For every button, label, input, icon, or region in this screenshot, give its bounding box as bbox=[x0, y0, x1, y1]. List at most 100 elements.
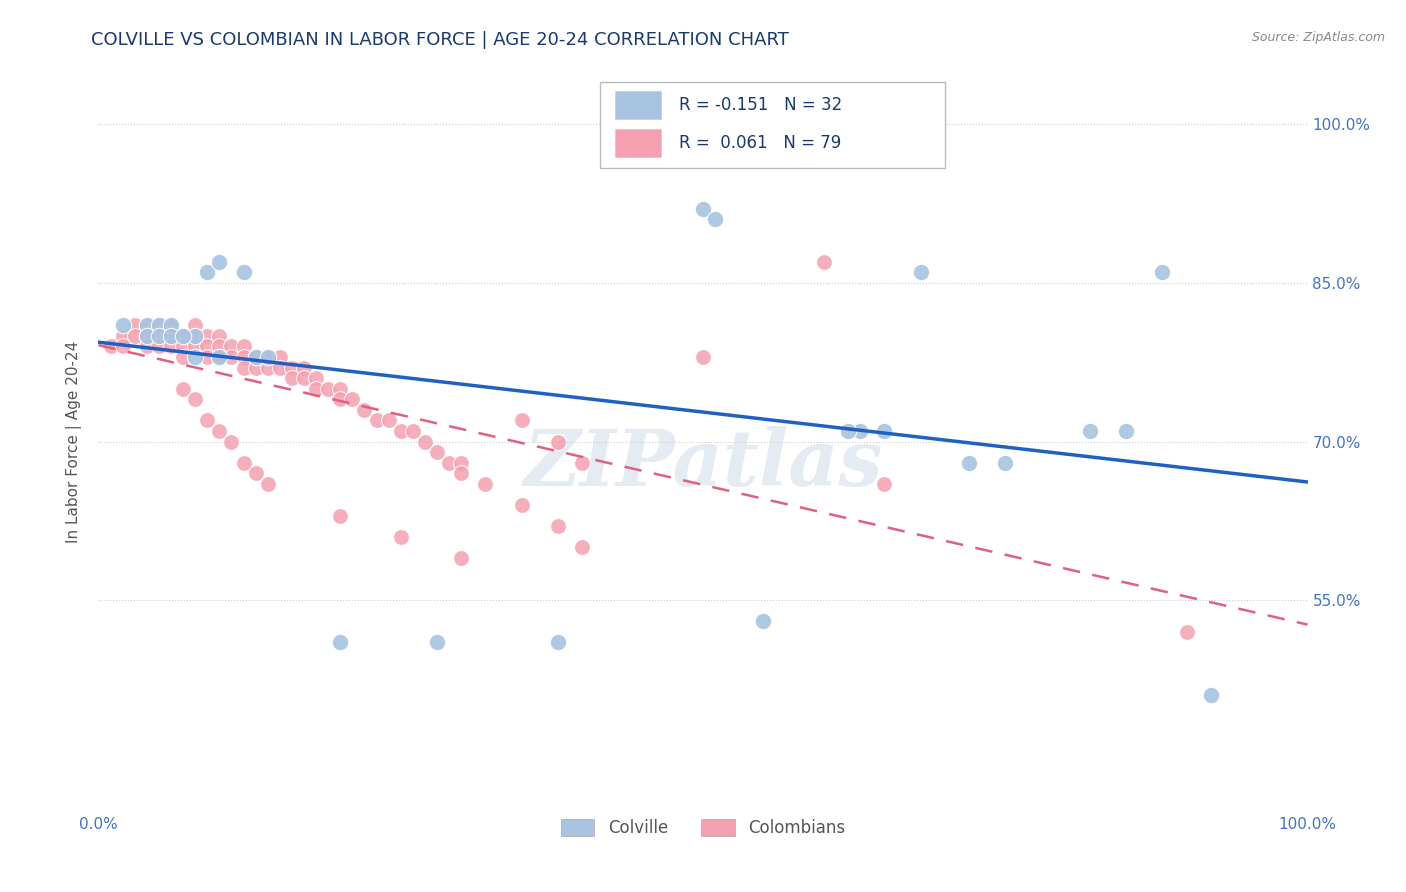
Point bbox=[208, 339, 231, 353]
Point bbox=[837, 424, 859, 438]
Point bbox=[281, 360, 304, 375]
Point bbox=[873, 424, 896, 438]
Point bbox=[256, 350, 278, 364]
Point bbox=[232, 360, 254, 375]
Point bbox=[269, 350, 291, 364]
Point bbox=[692, 202, 714, 216]
Point bbox=[208, 328, 231, 343]
Point bbox=[256, 360, 278, 375]
Point bbox=[245, 360, 267, 375]
Text: R = -0.151   N = 32: R = -0.151 N = 32 bbox=[679, 95, 842, 113]
Point bbox=[148, 328, 170, 343]
Point bbox=[547, 635, 569, 649]
Point bbox=[292, 371, 315, 385]
Point bbox=[221, 434, 243, 449]
Point bbox=[245, 467, 267, 481]
Point bbox=[232, 339, 254, 353]
Point bbox=[377, 413, 399, 427]
Point bbox=[195, 339, 218, 353]
Point bbox=[195, 265, 218, 279]
Point bbox=[437, 456, 460, 470]
Point bbox=[329, 508, 352, 523]
Point bbox=[184, 339, 207, 353]
Point bbox=[994, 456, 1017, 470]
Point bbox=[195, 413, 218, 427]
Point bbox=[160, 318, 183, 333]
Point bbox=[208, 254, 231, 268]
Point bbox=[160, 328, 183, 343]
Point bbox=[148, 339, 170, 353]
Point bbox=[184, 350, 207, 364]
Point bbox=[329, 635, 352, 649]
Point bbox=[160, 328, 183, 343]
Point bbox=[148, 318, 170, 333]
Point bbox=[426, 445, 449, 459]
Point bbox=[135, 318, 157, 333]
Point bbox=[547, 434, 569, 449]
Point bbox=[208, 350, 231, 364]
Point bbox=[208, 350, 231, 364]
Text: R =  0.061   N = 79: R = 0.061 N = 79 bbox=[679, 134, 841, 153]
Point bbox=[172, 382, 194, 396]
Point bbox=[100, 339, 122, 353]
Point bbox=[873, 476, 896, 491]
Point bbox=[510, 413, 533, 427]
Text: COLVILLE VS COLOMBIAN IN LABOR FORCE | AGE 20-24 CORRELATION CHART: COLVILLE VS COLOMBIAN IN LABOR FORCE | A… bbox=[91, 31, 789, 49]
Point bbox=[305, 382, 328, 396]
Point bbox=[305, 371, 328, 385]
Point bbox=[221, 350, 243, 364]
Point bbox=[426, 635, 449, 649]
Point bbox=[281, 371, 304, 385]
Point bbox=[292, 360, 315, 375]
Point bbox=[232, 350, 254, 364]
Point bbox=[366, 413, 388, 427]
Point bbox=[148, 318, 170, 333]
Y-axis label: In Labor Force | Age 20-24: In Labor Force | Age 20-24 bbox=[66, 341, 83, 542]
Point bbox=[232, 265, 254, 279]
Point bbox=[1199, 689, 1222, 703]
Point bbox=[135, 328, 157, 343]
Point bbox=[172, 350, 194, 364]
Point bbox=[849, 424, 872, 438]
Point bbox=[1078, 424, 1101, 438]
Point bbox=[160, 339, 183, 353]
Point bbox=[195, 350, 218, 364]
Point bbox=[160, 318, 183, 333]
FancyBboxPatch shape bbox=[614, 129, 661, 157]
Point bbox=[329, 382, 352, 396]
Point bbox=[450, 550, 472, 565]
Point bbox=[172, 339, 194, 353]
Point bbox=[547, 519, 569, 533]
Point bbox=[342, 392, 364, 407]
Legend: Colville, Colombians: Colville, Colombians bbox=[554, 813, 852, 844]
Point bbox=[111, 328, 134, 343]
Point bbox=[172, 328, 194, 343]
Point bbox=[232, 456, 254, 470]
Point bbox=[450, 456, 472, 470]
Point bbox=[752, 615, 775, 629]
Point bbox=[256, 350, 278, 364]
Point bbox=[571, 541, 593, 555]
Point bbox=[208, 424, 231, 438]
Point bbox=[245, 350, 267, 364]
FancyBboxPatch shape bbox=[614, 91, 661, 119]
Point bbox=[316, 382, 339, 396]
Point bbox=[124, 328, 146, 343]
Point bbox=[184, 318, 207, 333]
Point bbox=[124, 318, 146, 333]
Point bbox=[474, 476, 496, 491]
FancyBboxPatch shape bbox=[600, 82, 945, 168]
Point bbox=[450, 467, 472, 481]
Text: Source: ZipAtlas.com: Source: ZipAtlas.com bbox=[1251, 31, 1385, 45]
Point bbox=[256, 476, 278, 491]
Point bbox=[111, 339, 134, 353]
Point bbox=[1152, 265, 1174, 279]
Point bbox=[135, 328, 157, 343]
Point bbox=[245, 350, 267, 364]
Point bbox=[571, 456, 593, 470]
Point bbox=[402, 424, 425, 438]
Point bbox=[135, 339, 157, 353]
Point bbox=[813, 254, 835, 268]
Point bbox=[389, 530, 412, 544]
Point bbox=[1175, 624, 1198, 639]
